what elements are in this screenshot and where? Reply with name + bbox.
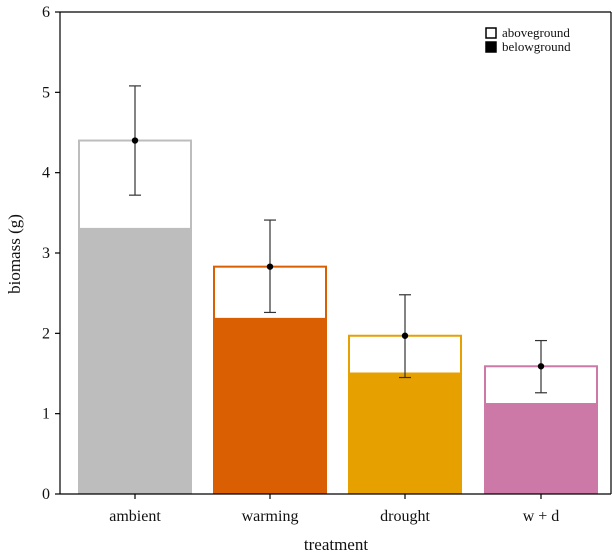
bar-belowground-warming — [213, 318, 327, 494]
legend-swatch-aboveground — [485, 27, 497, 39]
x-tick-label-warming: warming — [242, 508, 299, 525]
legend-label-belowground: belowground — [502, 39, 571, 54]
axes: ambient warming drought w + d 0 1 2 3 4 5 6 — [42, 4, 612, 525]
bar-belowground-w-d — [484, 404, 598, 494]
legend: aboveground belowground — [485, 25, 571, 54]
x-tick-label-ambient: ambient — [109, 508, 161, 525]
mean-point-w-d — [537, 363, 545, 370]
bars — [78, 139, 598, 494]
mean-point-ambient — [131, 137, 139, 144]
mean-point-drought — [401, 332, 409, 339]
x-tick-label-drought: drought — [380, 508, 430, 525]
legend-swatch-belowground — [485, 41, 497, 53]
y-tick-label-2: 2 — [42, 325, 50, 342]
bar-belowground-drought — [348, 373, 462, 494]
y-tick-label-6: 6 — [42, 4, 50, 21]
y-tick-label-3: 3 — [42, 245, 50, 262]
mean-point-warming — [266, 263, 274, 270]
y-tick-label-5: 5 — [42, 84, 50, 101]
bar-belowground-ambient — [78, 228, 192, 494]
y-axis-label: biomass (g) — [5, 214, 24, 294]
error-bars — [129, 85, 547, 394]
x-axis-label: treatment — [304, 535, 368, 554]
x-tick-label-w-d: w + d — [523, 508, 560, 525]
y-tick-label-4: 4 — [42, 165, 50, 182]
y-tick-label-0: 0 — [42, 486, 50, 503]
legend-label-aboveground: aboveground — [502, 25, 570, 40]
y-tick-label-1: 1 — [42, 406, 50, 423]
